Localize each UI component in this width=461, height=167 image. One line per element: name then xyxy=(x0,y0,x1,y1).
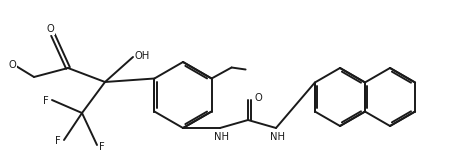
Text: F: F xyxy=(55,136,61,146)
Text: F: F xyxy=(43,96,49,106)
Text: NH: NH xyxy=(270,132,284,142)
Text: NH: NH xyxy=(213,132,229,142)
Text: O: O xyxy=(8,60,16,70)
Text: O: O xyxy=(46,24,54,34)
Text: OH: OH xyxy=(134,51,150,61)
Text: O: O xyxy=(254,93,262,103)
Text: F: F xyxy=(99,142,105,152)
